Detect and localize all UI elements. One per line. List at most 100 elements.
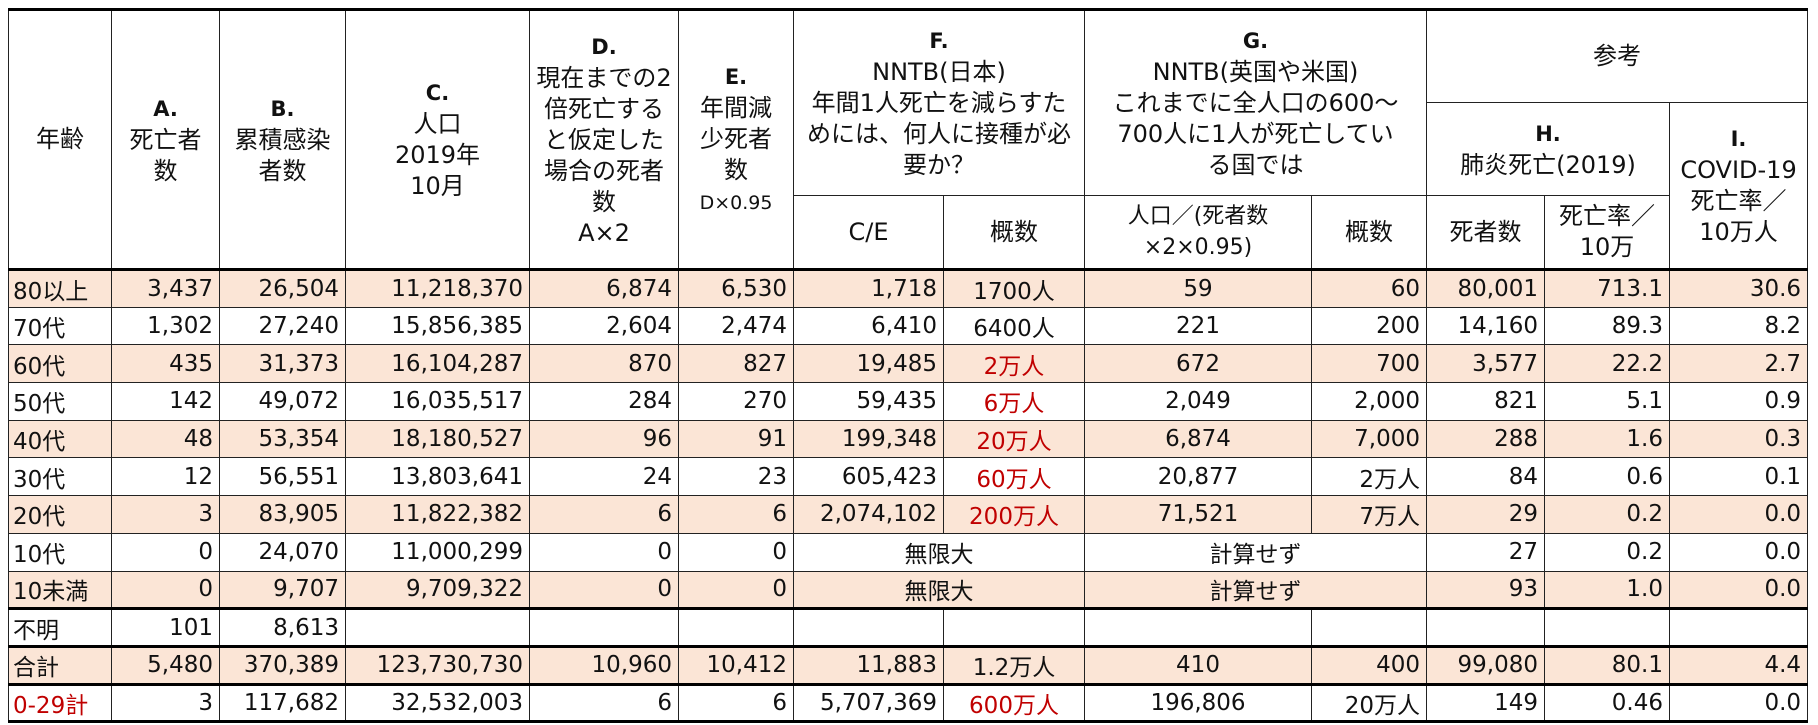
- header-d-letter: D.: [591, 34, 617, 59]
- header-g: G. NNTB(英国や米国) これまでに全人口の600〜700人に1人が死亡して…: [1084, 9, 1427, 196]
- cell-g1: 59: [1084, 269, 1312, 308]
- header-c-letter: C.: [425, 81, 450, 105]
- header-d: D. 現在までの2倍死亡すると仮定した場合の死者数 A×2: [529, 9, 679, 271]
- cell-f2: 200万人: [943, 495, 1085, 534]
- cell-d: 2,604: [529, 306, 679, 346]
- cell-f-merged: 無限大: [793, 532, 1085, 572]
- cell-e: 6,530: [678, 269, 794, 308]
- cell-h1: 149: [1426, 683, 1545, 723]
- cell-e: 6: [678, 495, 794, 534]
- cell-b: 370,389: [219, 644, 346, 686]
- cell-f1: 5,707,369: [793, 683, 944, 723]
- cell-d: 870: [529, 344, 679, 384]
- header-f-sub1: C/E: [793, 195, 944, 271]
- header-b-letter: B.: [270, 96, 295, 121]
- cell-g1: 196,806: [1084, 683, 1312, 723]
- header-g-line1: NNTB(英国や米国): [1152, 58, 1359, 86]
- cell-empty: [529, 607, 679, 647]
- table-row: 10未満 0 9,707 9,709,322 0 0 無限大 計算せず 93 1…: [8, 570, 1809, 610]
- cell-age: 20代: [8, 495, 112, 534]
- cell-empty: [1311, 607, 1427, 647]
- cell-d: 0: [529, 532, 679, 572]
- cell-age: 60代: [8, 344, 112, 384]
- cell-a: 142: [111, 382, 220, 421]
- cell-e: 23: [678, 457, 794, 497]
- cell-d: 6,874: [529, 269, 679, 308]
- cell-f1: 605,423: [793, 457, 944, 497]
- cell-i: 0.0: [1668, 570, 1809, 610]
- cell-f2: 6万人: [943, 382, 1085, 421]
- cell-f2: 600万人: [943, 683, 1085, 723]
- cell-h2: 713.1: [1544, 269, 1670, 308]
- table-row: 80以上 3,437 26,504 11,218,370 6,874 6,530…: [8, 269, 1809, 308]
- cell-i: 8.2: [1668, 306, 1809, 346]
- cell-g1: 410: [1084, 644, 1312, 686]
- cell-h2: 80.1: [1544, 644, 1670, 686]
- cell-d: 6: [529, 683, 679, 723]
- cell-h1: 84: [1426, 457, 1545, 497]
- header-f-line2: 年間1人死亡を減らすためには、何人に接種が必要か？: [807, 89, 1071, 179]
- cell-f2: 20万人: [943, 419, 1085, 459]
- cell-age: 合計: [8, 644, 112, 686]
- cell-g2: 2,000: [1311, 382, 1427, 421]
- cell-d: 284: [529, 382, 679, 421]
- cell-a: 435: [111, 344, 220, 384]
- cell-h1: 93: [1426, 570, 1545, 610]
- cell-f2: 6400人: [943, 306, 1085, 346]
- cell-h2: 0.6: [1544, 457, 1670, 497]
- table-row: 10代 0 24,070 11,000,299 0 0 無限大 計算せず 27 …: [8, 532, 1809, 572]
- header-b-label: 累積感染者数: [234, 125, 331, 185]
- cell-h2: 22.2: [1544, 344, 1670, 384]
- cell-empty: [678, 607, 794, 647]
- cell-f-merged: 無限大: [793, 570, 1085, 610]
- header-i: I. COVID-19死亡率／10万人: [1668, 102, 1809, 271]
- cell-g1: 20,877: [1084, 457, 1312, 497]
- header-g-letter: G.: [1242, 29, 1269, 53]
- cell-i: 2.7: [1668, 344, 1809, 384]
- cell-a: 0: [111, 532, 220, 572]
- table-row: 30代 12 56,551 13,803,641 24 23 605,423 6…: [8, 457, 1809, 497]
- cell-c: 16,035,517: [345, 382, 530, 421]
- cell-g1: 6,874: [1084, 419, 1312, 459]
- cell-g2: 2万人: [1311, 457, 1427, 497]
- header-d-formula: A×2: [578, 218, 630, 247]
- cell-h1: 821: [1426, 382, 1545, 421]
- cell-empty: [1668, 607, 1809, 647]
- cell-g1: 71,521: [1084, 495, 1312, 534]
- cell-a: 0: [111, 570, 220, 610]
- header-e-formula: D×0.95: [699, 191, 773, 214]
- cell-d: 24: [529, 457, 679, 497]
- cell-d: 96: [529, 419, 679, 459]
- cell-e: 10,412: [678, 644, 794, 686]
- cell-g2: 200: [1311, 306, 1427, 346]
- cell-h1: 27: [1426, 532, 1545, 572]
- header-ref: 参考: [1425, 9, 1809, 103]
- header-g-line2: これまでに全人口の600〜700人に1人が死亡している国では: [1112, 89, 1399, 179]
- cell-g2: 60: [1311, 269, 1427, 308]
- cell-c: 11,822,382: [345, 495, 530, 534]
- cell-d: 0: [529, 570, 679, 610]
- cell-b: 49,072: [219, 382, 346, 421]
- cell-f1: 6,410: [793, 306, 944, 346]
- cell-h1: 29: [1426, 495, 1545, 534]
- cell-b: 56,551: [219, 457, 346, 497]
- cell-age: 50代: [8, 382, 112, 421]
- cell-h1: 14,160: [1426, 306, 1545, 346]
- cell-g1: 2,049: [1084, 382, 1312, 421]
- table-row-total: 合計 5,480 370,389 123,730,730 10,960 10,4…: [8, 644, 1809, 686]
- cell-empty: [1544, 607, 1670, 647]
- cell-i: 0.3: [1668, 419, 1809, 459]
- cell-h2: 0.2: [1544, 495, 1670, 534]
- header-g-sub1: 人口／(死者数×2×0.95): [1084, 195, 1312, 271]
- cell-c: 18,180,527: [345, 419, 530, 459]
- cell-c: 15,856,385: [345, 306, 530, 346]
- header-c-label2: 2019年: [394, 141, 481, 169]
- table-row-0-29: 0-29計 3 117,682 32,532,003 6 6 5,707,369…: [8, 683, 1809, 723]
- cell-h2: 0.2: [1544, 532, 1670, 572]
- cell-b: 31,373: [219, 344, 346, 384]
- cell-a: 3: [111, 683, 220, 723]
- table-row: 70代 1,302 27,240 15,856,385 2,604 2,474 …: [8, 306, 1809, 346]
- cell-a: 1,302: [111, 306, 220, 346]
- table-row: 不明 101 8,613: [8, 607, 1809, 647]
- cell-g2: 20万人: [1311, 683, 1427, 723]
